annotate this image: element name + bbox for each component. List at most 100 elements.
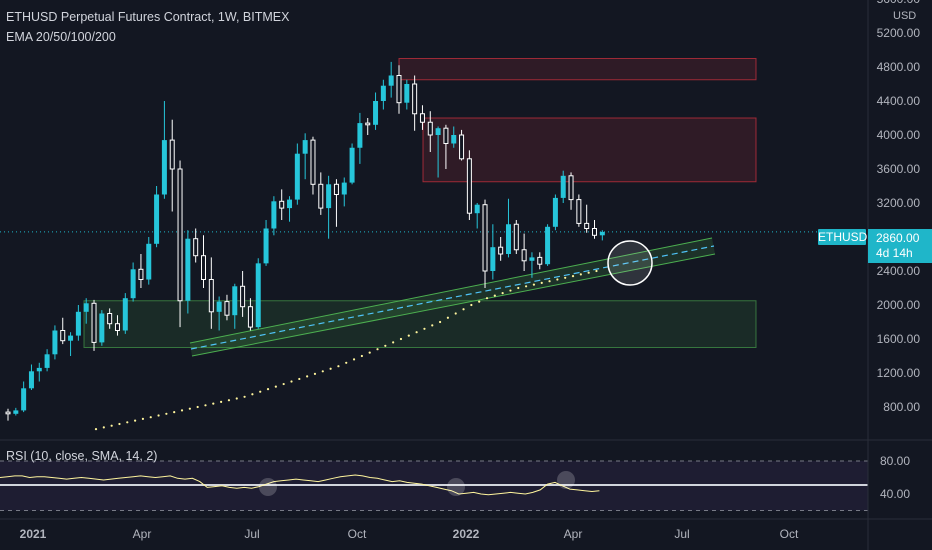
ema200-dot — [313, 372, 317, 375]
zone-resistance_upper — [398, 58, 757, 81]
time-tick-label: 2021 — [20, 527, 47, 541]
candle — [490, 224, 496, 280]
candle-body — [224, 301, 230, 316]
ema200-dot — [470, 303, 473, 307]
chart-title: ETHUSD Perpetual Futures Contract, 1W, B… — [6, 10, 290, 24]
candle-body — [599, 231, 605, 236]
candle — [505, 198, 511, 258]
rsi-signal-marker — [557, 471, 575, 489]
candle — [443, 124, 449, 169]
candle — [427, 111, 433, 152]
candle — [5, 408, 11, 421]
ema200-dot — [157, 414, 160, 417]
candle-body — [592, 228, 597, 236]
candle-body — [161, 140, 167, 195]
ema200-dot — [274, 385, 277, 388]
candle-body — [443, 127, 449, 144]
candle-body — [341, 182, 347, 195]
candle-body — [333, 183, 339, 196]
candle — [247, 298, 253, 331]
candle — [138, 254, 144, 288]
candle — [224, 294, 230, 321]
price-tick-label: 2000.00 — [877, 298, 921, 312]
candle — [576, 194, 582, 227]
candle — [552, 194, 558, 231]
candle-body — [482, 204, 488, 272]
candle-body — [427, 121, 433, 136]
ema200-dot — [587, 271, 590, 274]
rsi-signal-marker — [447, 478, 465, 496]
candle — [545, 224, 551, 266]
ema200-dot — [501, 292, 504, 295]
candle-body — [498, 246, 504, 255]
candle — [91, 299, 97, 351]
candle — [169, 119, 175, 212]
candle-body — [302, 140, 308, 154]
candle — [185, 230, 191, 314]
candle-body — [474, 204, 480, 214]
candle-body — [177, 168, 183, 302]
ema200-dot — [337, 365, 340, 368]
candle — [466, 150, 472, 220]
time-tick-label: Jul — [674, 527, 689, 541]
ema-legend: EMA 20/50/100/200 — [6, 30, 116, 44]
ema200-dot — [102, 426, 105, 429]
candle — [232, 283, 238, 329]
candle — [75, 305, 81, 341]
candle-body — [5, 411, 11, 415]
ema200-dot — [525, 285, 528, 288]
ema200-dot — [462, 308, 465, 311]
candle-body — [396, 75, 402, 104]
candle — [404, 79, 410, 110]
candle — [52, 325, 58, 360]
candle — [13, 407, 19, 416]
ema200-dot — [392, 341, 395, 344]
ema200-dot — [204, 404, 207, 407]
last-price: 2860.00 — [876, 231, 920, 245]
candle — [193, 228, 199, 263]
candle — [122, 293, 128, 334]
ema200-dot — [485, 297, 489, 300]
candle-body — [255, 263, 261, 328]
ema200-dot — [290, 380, 293, 383]
candle — [482, 199, 488, 288]
candle-body — [68, 335, 74, 341]
candle — [451, 126, 457, 148]
rsi-line — [0, 474, 600, 496]
ema200-dot — [509, 289, 512, 292]
candle-body — [263, 228, 269, 264]
candle — [146, 237, 152, 285]
candle-body — [185, 238, 191, 301]
trend-channel — [190, 238, 715, 356]
ema200-dot — [149, 416, 152, 419]
candle — [60, 317, 66, 345]
candle-body — [326, 184, 332, 209]
candle-body — [44, 354, 50, 368]
trend-upper-line — [189, 237, 713, 344]
ema200-dot — [540, 281, 543, 284]
candle — [388, 61, 394, 98]
candle — [177, 160, 183, 328]
ema200-dot — [571, 275, 575, 278]
ema200-dot — [306, 375, 309, 378]
candle-body — [545, 226, 551, 265]
candle-body — [380, 85, 386, 101]
candle — [474, 203, 480, 229]
candle — [459, 129, 465, 161]
candle-body — [568, 175, 574, 201]
ema200-dot — [110, 424, 113, 427]
candle-body — [208, 279, 214, 313]
price-tick-label: 2400.00 — [877, 264, 921, 278]
candle — [28, 364, 34, 390]
candle-body — [576, 199, 582, 224]
ema200-dot — [564, 276, 567, 279]
candle-body — [201, 255, 206, 280]
rsi-tick-label: 80.00 — [880, 454, 910, 468]
time-tick-label: 2022 — [453, 527, 480, 541]
candle-body — [107, 313, 113, 325]
candle-body — [505, 224, 511, 254]
ema200-dot — [212, 402, 215, 405]
candle — [373, 92, 379, 130]
candle-body — [490, 247, 496, 271]
